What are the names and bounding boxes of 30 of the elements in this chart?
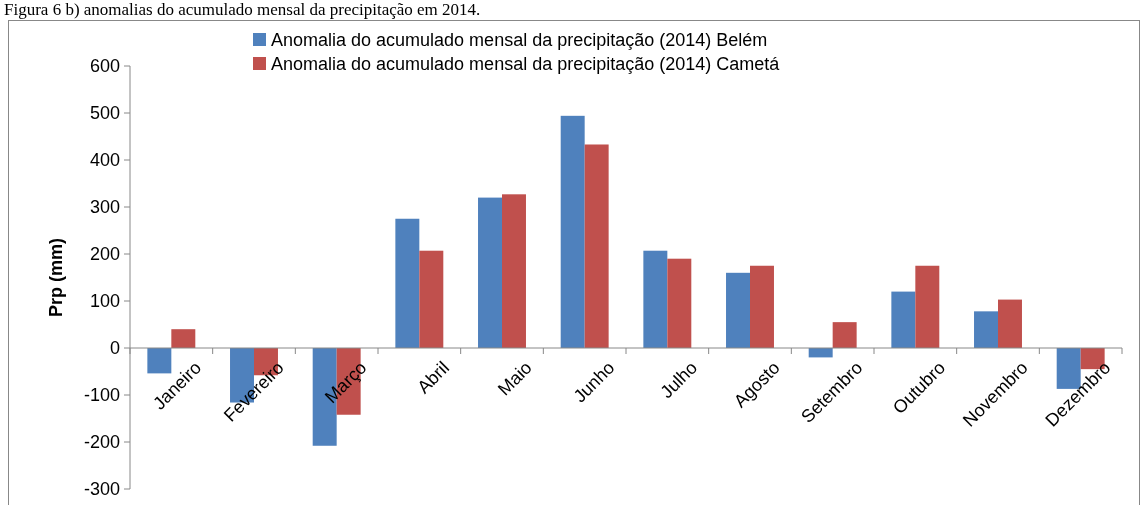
bar — [560, 115, 585, 348]
bar — [726, 272, 750, 348]
bar — [998, 299, 1022, 348]
bar — [171, 329, 196, 348]
bar — [667, 258, 692, 348]
y-tick-label: -300 — [83, 479, 120, 500]
bar — [502, 194, 526, 348]
legend-label: Anomalia do acumulado mensal da precipitação (2014) Belém — [271, 30, 768, 51]
y-tick-label: 0 — [109, 338, 120, 359]
bar — [584, 144, 609, 348]
bar — [750, 265, 774, 348]
y-axis-title: Prp (mm) — [46, 237, 66, 318]
legend-label: Anomalia do acumulado mensal da precipitação (2014) Cametá — [271, 54, 781, 75]
y-tick-label: 400 — [89, 150, 120, 171]
bar — [478, 197, 502, 348]
bar — [891, 291, 916, 348]
bar — [643, 250, 668, 348]
chart-title: Figura 6 b) anomalias do acumulado mensal da precipitação em 2014. — [4, 0, 481, 19]
y-tick-label: 500 — [89, 103, 120, 124]
y-tick-label: 300 — [89, 197, 120, 218]
y-tick-label: 200 — [89, 244, 120, 265]
bar — [395, 218, 420, 348]
y-tick-label: -200 — [83, 432, 120, 453]
y-tick-label: -100 — [83, 385, 120, 406]
bar — [974, 311, 998, 348]
bar — [419, 250, 444, 348]
bar — [915, 265, 940, 348]
bar — [832, 322, 857, 348]
y-tick-label: 600 — [89, 56, 120, 77]
y-tick-label: 100 — [89, 291, 120, 312]
